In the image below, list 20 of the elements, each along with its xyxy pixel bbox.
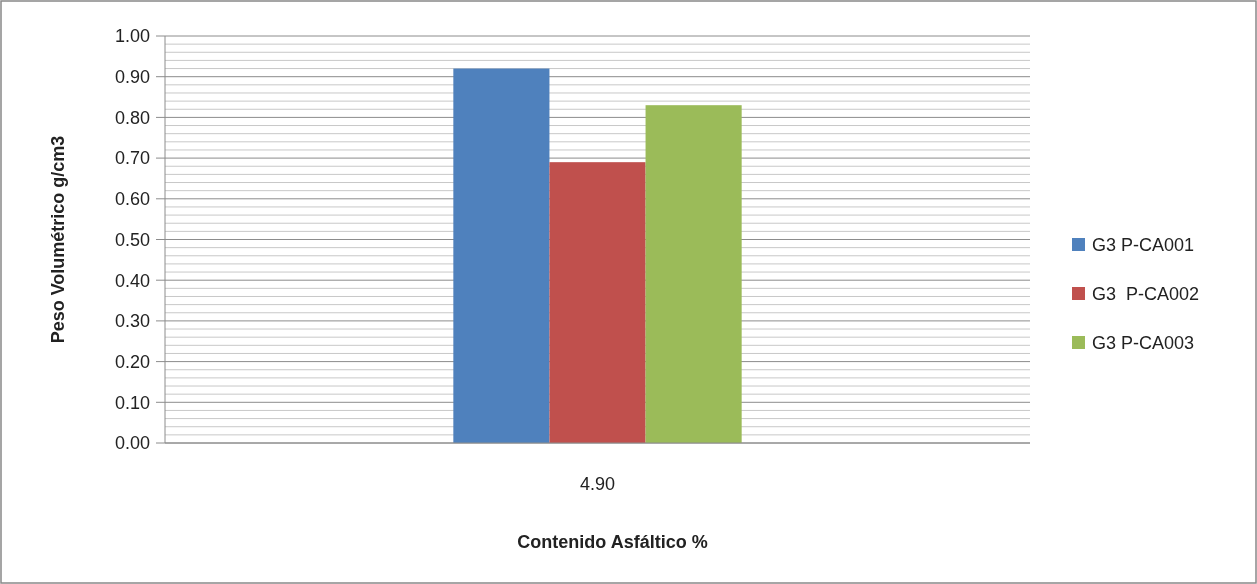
y-tick-label: 0.60 bbox=[114, 189, 150, 210]
y-tick-label: 0.10 bbox=[114, 392, 150, 413]
legend-label: G3 P-CA001 bbox=[1092, 235, 1195, 256]
y-tick-label: 0.40 bbox=[114, 270, 150, 291]
legend-label: G3 P-CA003 bbox=[1092, 333, 1195, 354]
x-axis-title: Contenido Asfáltico % bbox=[517, 532, 708, 552]
y-tick-label: 0.00 bbox=[114, 433, 150, 454]
bar bbox=[453, 68, 550, 443]
bar bbox=[549, 162, 646, 443]
y-tick-label: 0.30 bbox=[114, 311, 150, 332]
y-tick-label: 0.90 bbox=[114, 67, 150, 87]
y-tick-label: 0.70 bbox=[114, 148, 150, 169]
y-tick-label: 0.50 bbox=[114, 229, 150, 250]
bar bbox=[645, 105, 742, 443]
legend-label: G3 P-CA002 bbox=[1092, 284, 1200, 305]
y-tick-label: 0.20 bbox=[114, 351, 150, 372]
x-tick-label: 4.90 bbox=[579, 474, 616, 494]
y-axis-title: Peso Volumétrico g/cm3 bbox=[48, 135, 68, 344]
y-tick-label: 1.00 bbox=[114, 26, 150, 47]
y-tick-label: 0.80 bbox=[114, 107, 150, 128]
